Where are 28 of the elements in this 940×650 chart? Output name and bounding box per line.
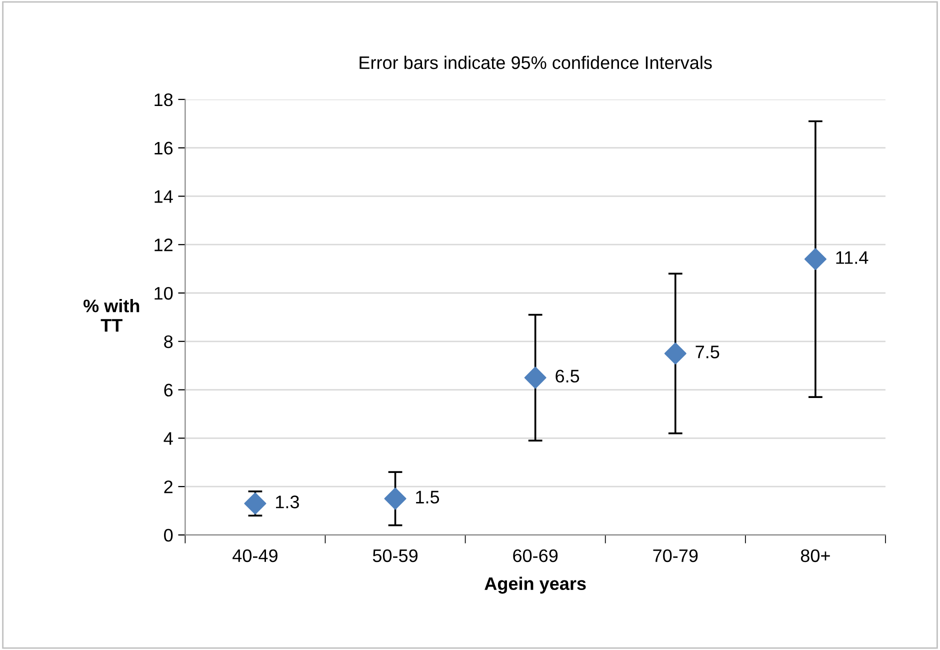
y-tick-label: 2 [164, 480, 172, 494]
y-tick-label: 8 [164, 335, 173, 348]
x-tick-label: 50-59 [372, 549, 418, 562]
y-tick-label: 12 [154, 238, 172, 252]
point [244, 492, 266, 514]
data-label: 11.4 [836, 251, 868, 264]
data-label: 1.5 [416, 490, 440, 504]
y-tick-label: 0 [164, 528, 173, 542]
data-label: 6.5 [556, 370, 580, 383]
x-tick-label: 70-79 [653, 549, 698, 562]
x-tick-label: 60-69 [513, 549, 558, 562]
chart-title: Error bars indicate 95% confidence Intervals [360, 56, 712, 70]
x-tick-label: 80+ [800, 549, 830, 562]
point [664, 342, 686, 364]
y-tick-label: 10 [154, 286, 173, 300]
x-axis-title: Agein years [484, 576, 586, 594]
y-tick-label: 16 [154, 142, 173, 155]
x-tick-label: 40-49 [232, 549, 278, 562]
y-tick-label: 14 [154, 190, 173, 203]
point [384, 488, 406, 510]
y-tick-label: 4 [164, 432, 173, 445]
data-label: 7.5 [696, 346, 720, 358]
point [804, 248, 826, 270]
y-tick-label: 6 [164, 384, 173, 397]
data-label: 1.3 [276, 496, 299, 508]
y-axis-title: % with TT [83, 299, 140, 332]
point [524, 366, 546, 389]
y-tick-label: 18 [154, 93, 173, 106]
